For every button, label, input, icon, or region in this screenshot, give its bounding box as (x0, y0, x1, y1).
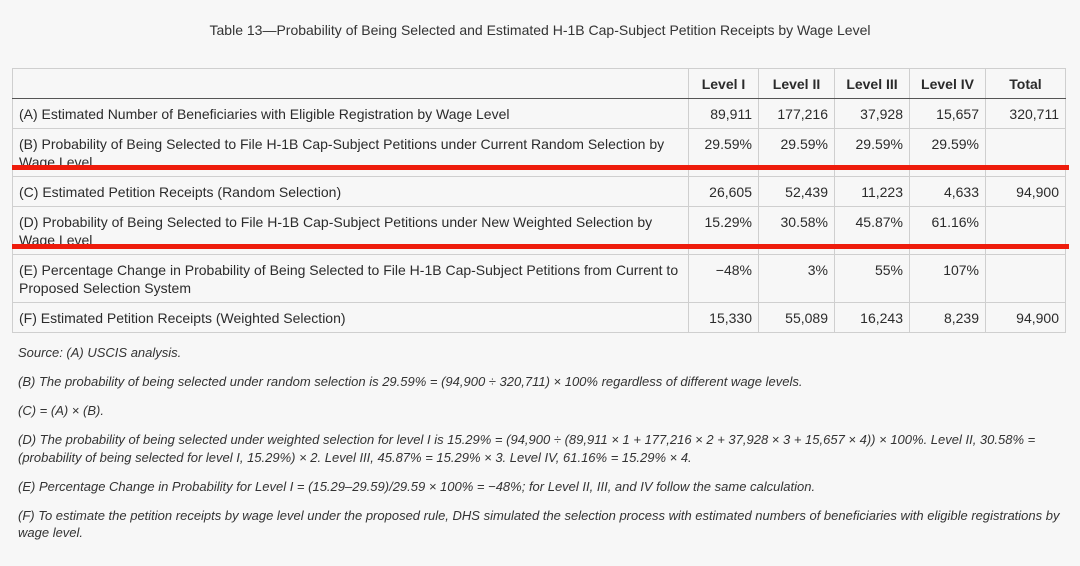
table-cell: 94,900 (985, 176, 1066, 207)
table-cell: 107% (909, 254, 986, 303)
table-cell: 4,633 (909, 176, 986, 207)
table-notes: Source: (A) USCIS analysis. (B) The prob… (18, 344, 1063, 553)
table-cell (985, 254, 1066, 303)
table-cell: 26,605 (688, 176, 759, 207)
table-cell: 11,223 (834, 176, 910, 207)
red-highlight-line (12, 165, 1069, 170)
table-cell: 8,239 (909, 302, 986, 333)
table-row: (E) Percentage Change in Probability of … (12, 254, 1066, 303)
note-f: (F) To estimate the petition receipts by… (18, 507, 1060, 541)
row-label: (A) Estimated Number of Beneficiaries wi… (12, 98, 689, 129)
column-header: Total (985, 68, 1066, 99)
table-cell: 15,330 (688, 302, 759, 333)
table-caption: Table 13—Probability of Being Selected a… (209, 22, 871, 38)
table-cell: 89,911 (688, 98, 759, 129)
note-source: Source: (A) USCIS analysis. (18, 345, 182, 360)
row-label: (C) Estimated Petition Receipts (Random … (12, 176, 689, 207)
note-b: (B) The probability of being selected un… (18, 374, 803, 389)
row-label: (F) Estimated Petition Receipts (Weighte… (12, 302, 689, 333)
note-c: (C) = (A) × (B). (18, 403, 104, 418)
note-e: (E) Percentage Change in Probability for… (18, 478, 816, 494)
table-cell: 55,089 (758, 302, 835, 333)
table-row: (A) Estimated Number of Beneficiaries wi… (12, 98, 1066, 129)
red-highlight-line (12, 244, 1069, 249)
column-header: Level II (758, 68, 835, 99)
table-row: (F) Estimated Petition Receipts (Weighte… (12, 302, 1066, 333)
table-cell: 94,900 (985, 302, 1066, 333)
table-cell: −48% (688, 254, 759, 303)
note-d: (D) The probability of being selected un… (18, 432, 1036, 465)
column-header (12, 68, 689, 99)
table-cell: 37,928 (834, 98, 910, 129)
column-header: Level I (688, 68, 759, 99)
table-cell: 55% (834, 254, 910, 303)
data-table: Level I Level II Level III Level IV Tota… (12, 68, 1066, 333)
table-cell: 52,439 (758, 176, 835, 207)
column-header: Level IV (909, 68, 986, 99)
table-cell: 3% (758, 254, 835, 303)
table-cell: 320,711 (985, 98, 1066, 129)
table-cell: 177,216 (758, 98, 835, 129)
table-row: (C) Estimated Petition Receipts (Random … (12, 176, 1066, 207)
column-header: Level III (834, 68, 910, 99)
table-cell: 16,243 (834, 302, 910, 333)
header-row: Level I Level II Level III Level IV Tota… (12, 68, 1066, 99)
row-label: (E) Percentage Change in Probability of … (12, 254, 689, 303)
table-cell: 15,657 (909, 98, 986, 129)
